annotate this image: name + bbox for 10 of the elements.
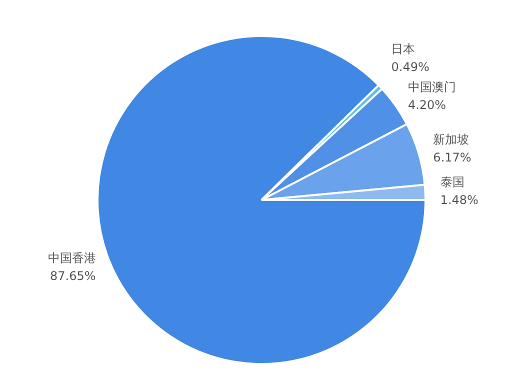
slice-label: 新加坡 [433, 132, 470, 146]
slice-label: 中国香港 [48, 250, 96, 265]
data-label: 87.65% [50, 268, 96, 283]
slice-label: 泰国 [440, 174, 464, 189]
data-label: 6.17% [433, 150, 472, 164]
slice-label: 日本 [391, 42, 416, 56]
data-label: 1.48% [440, 192, 478, 207]
data-label: 0.49% [391, 60, 430, 74]
slice-label: 中国澳门 [408, 80, 456, 94]
data-label: 4.20% [408, 98, 446, 112]
